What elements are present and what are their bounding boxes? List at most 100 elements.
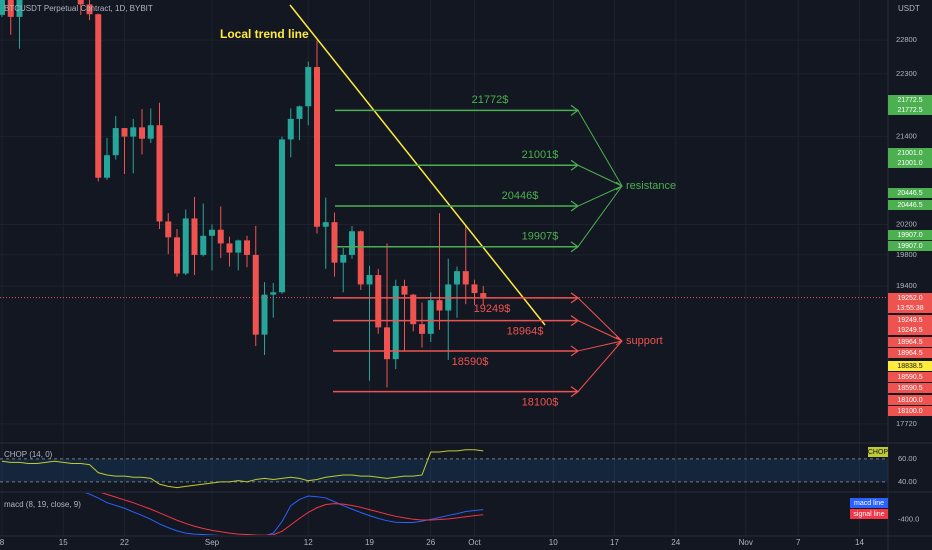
price-badge-label: 18964.5	[897, 339, 922, 346]
candle-body	[95, 14, 102, 178]
price-badge-label: 19249.5	[897, 327, 922, 334]
level-label: 21772$	[472, 94, 509, 106]
x-tick-label: 15	[59, 538, 68, 547]
macd-title: macd (8, 19, close, 9)	[4, 500, 81, 509]
price-badge-label: 18590.5	[897, 374, 922, 381]
x-tick-label: Oct	[468, 538, 481, 547]
chop-badge-label: CHOP	[868, 449, 889, 456]
candle-body	[252, 254, 259, 335]
price-badge	[888, 348, 932, 358]
level-connector	[577, 185, 623, 207]
x-tick-label: 14	[855, 538, 864, 547]
y-tick-label: 21400	[896, 132, 917, 141]
price-badge	[888, 230, 932, 240]
price-badge	[888, 303, 932, 313]
price-badge-label: 18590.5	[897, 385, 922, 392]
level-arrowhead	[615, 336, 623, 346]
x-tick-label: 10	[549, 538, 558, 547]
candle-body	[331, 222, 338, 263]
candle-body	[112, 128, 119, 156]
level-label: 19249$	[474, 303, 511, 315]
price-badge	[888, 361, 932, 371]
level-connector	[577, 340, 623, 352]
price-badge	[888, 337, 932, 347]
macd-tick-label: -400.0	[898, 514, 919, 523]
y-tick-label: 22300	[896, 69, 917, 78]
y-tick-label: 20200	[896, 219, 917, 228]
candle-body	[419, 324, 425, 334]
price-badge	[888, 406, 932, 416]
price-badge-label: 21001.0	[897, 160, 922, 167]
y-tick-label: 22800	[896, 35, 917, 44]
candle-body	[7, 0, 14, 17]
candle-body	[366, 275, 373, 285]
candle-body	[357, 231, 364, 285]
price-badge-label: 18964.5	[897, 350, 922, 357]
price-badge	[888, 395, 932, 405]
price-badge	[888, 293, 932, 303]
candle-body	[471, 284, 478, 294]
price-badge	[888, 95, 932, 105]
x-tick-label: Sep	[205, 538, 220, 547]
x-tick-label: Nov	[739, 538, 753, 547]
price-badge-label: 18838.5	[897, 363, 922, 370]
price-badge-label: 18100.0	[897, 397, 922, 404]
chop-tick-label: 40.00	[898, 477, 917, 486]
candle-body	[217, 229, 224, 244]
level-label: 20446$	[502, 190, 539, 202]
candle-body	[174, 237, 180, 274]
level-connector	[577, 297, 623, 342]
candle-body	[279, 139, 285, 293]
chop-pane	[0, 449, 888, 489]
price-badge-label: 18100.0	[897, 408, 922, 415]
macd-pane	[84, 493, 484, 535]
candle-body	[296, 106, 303, 119]
price-badge	[888, 158, 932, 168]
labels: BTCUSDT Perpetual Contract, 1D, BYBIT US…	[0, 4, 920, 547]
x-tick-label: 24	[671, 538, 680, 547]
price-badge	[888, 188, 932, 198]
price-badge-label: 19907.0	[897, 243, 922, 250]
candle-body	[480, 293, 487, 298]
candle-body	[410, 294, 417, 325]
price-badge	[888, 148, 932, 158]
candle-body	[454, 271, 460, 285]
level-group-label: support	[626, 335, 663, 347]
candle-body	[139, 127, 145, 139]
level-connector	[577, 110, 623, 187]
candle-body	[314, 67, 320, 227]
level-connector	[577, 164, 623, 187]
candle-body	[349, 231, 355, 255]
candle-body	[226, 243, 233, 253]
candle-body	[287, 118, 294, 140]
candle-body	[16, 0, 23, 17]
y-tick-label: 19400	[896, 281, 917, 290]
candle-body	[86, 4, 93, 15]
price-badge-label: 13:55:38	[896, 305, 923, 312]
level-arrowhead	[615, 181, 623, 191]
price-badge-label: 21772.5	[897, 107, 922, 114]
price-badge	[888, 200, 932, 210]
level-label: 18590$	[452, 356, 489, 368]
level-label: 19907$	[522, 231, 559, 243]
candle-body	[121, 128, 128, 137]
candle-body	[191, 218, 198, 255]
candle-body	[270, 292, 277, 295]
x-tick-label: 26	[426, 538, 435, 547]
candle-body	[104, 155, 110, 178]
price-badge	[888, 315, 932, 325]
price-badge	[888, 383, 932, 393]
price-pane	[0, 0, 888, 388]
legend-swatch	[850, 509, 888, 519]
candle-body	[156, 125, 163, 222]
level-label: 18100$	[522, 397, 559, 409]
candle-body	[0, 0, 5, 15]
chop-line	[1, 449, 484, 489]
candle-body	[392, 285, 399, 360]
candle-body	[322, 222, 329, 227]
price-badge	[888, 325, 932, 335]
x-tick-label: 12	[304, 538, 313, 547]
chart-title: BTCUSDT Perpetual Contract, 1D, BYBIT	[4, 4, 153, 13]
